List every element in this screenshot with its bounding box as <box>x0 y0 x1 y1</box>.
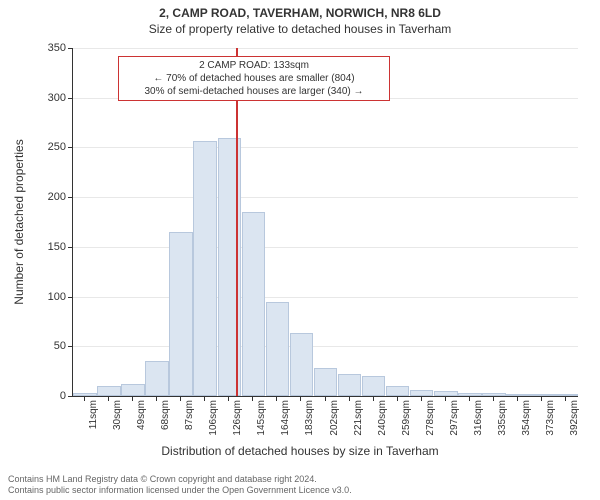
ytick-label: 250 <box>36 141 66 153</box>
ytick-label: 50 <box>36 340 66 352</box>
xtick-mark <box>156 396 157 401</box>
xtick-mark <box>132 396 133 401</box>
histogram-bar <box>434 391 458 396</box>
xtick-label: 392sqm <box>569 400 580 436</box>
ytick-mark <box>68 346 73 347</box>
histogram-bar <box>386 386 410 396</box>
ytick-label: 350 <box>36 42 66 54</box>
histogram-bar <box>145 361 169 396</box>
y-axis-label: Number of detached properties <box>12 139 26 304</box>
footer-line1: Contains HM Land Registry data © Crown c… <box>8 474 352 485</box>
ytick-mark <box>68 147 73 148</box>
xtick-label: 373sqm <box>545 400 556 436</box>
xtick-mark <box>204 396 205 401</box>
x-axis-label: Distribution of detached houses by size … <box>0 444 600 458</box>
histogram-bar <box>458 393 482 396</box>
histogram-bar <box>121 384 145 396</box>
xtick-mark <box>252 396 253 401</box>
xtick-label: 240sqm <box>377 400 388 436</box>
xtick-mark <box>397 396 398 401</box>
xtick-mark <box>565 396 566 401</box>
xtick-label: 11sqm <box>88 400 99 429</box>
xtick-label: 87sqm <box>184 400 195 430</box>
xtick-label: 335sqm <box>497 400 508 436</box>
gridline <box>73 48 578 49</box>
histogram-bar <box>554 394 578 396</box>
histogram-bar <box>314 368 338 396</box>
ytick-label: 0 <box>36 390 66 402</box>
ytick-label: 200 <box>36 191 66 203</box>
ytick-mark <box>68 197 73 198</box>
footer-attribution: Contains HM Land Registry data © Crown c… <box>8 474 352 497</box>
xtick-label: 106sqm <box>208 400 219 436</box>
xtick-label: 68sqm <box>160 400 171 430</box>
gridline <box>73 247 578 248</box>
histogram-bar <box>362 376 386 396</box>
gridline <box>73 197 578 198</box>
annotation-line1: 2 CAMP ROAD: 133sqm <box>125 59 383 72</box>
xtick-label: 164sqm <box>280 400 291 436</box>
xtick-mark <box>541 396 542 401</box>
ytick-mark <box>68 297 73 298</box>
xtick-mark <box>180 396 181 401</box>
gridline <box>73 297 578 298</box>
gridline <box>73 346 578 347</box>
chart-title-main: 2, CAMP ROAD, TAVERHAM, NORWICH, NR8 6LD <box>0 0 600 20</box>
ytick-mark <box>68 396 73 397</box>
histogram-bar <box>506 394 530 396</box>
xtick-mark <box>108 396 109 401</box>
ytick-label: 150 <box>36 241 66 253</box>
xtick-label: 259sqm <box>401 400 412 436</box>
histogram-bar <box>97 386 121 396</box>
xtick-label: 278sqm <box>425 400 436 436</box>
ytick-label: 300 <box>36 92 66 104</box>
annotation-line3: 30% of semi-detached houses are larger (… <box>125 85 383 98</box>
annotation-line2: ← 70% of detached houses are smaller (80… <box>125 72 383 85</box>
xtick-mark <box>228 396 229 401</box>
histogram-bar <box>169 232 193 396</box>
ytick-mark <box>68 48 73 49</box>
xtick-label: 183sqm <box>304 400 315 436</box>
xtick-mark <box>469 396 470 401</box>
ytick-label: 100 <box>36 291 66 303</box>
histogram-bar <box>410 390 434 396</box>
histogram-bar <box>242 212 266 396</box>
footer-line2: Contains public sector information licen… <box>8 485 352 496</box>
chart-title-sub: Size of property relative to detached ho… <box>0 20 600 40</box>
annotation-box: 2 CAMP ROAD: 133sqm ← 70% of detached ho… <box>118 56 390 101</box>
xtick-mark <box>493 396 494 401</box>
xtick-label: 49sqm <box>136 400 147 430</box>
histogram-bar <box>482 393 506 396</box>
xtick-mark <box>349 396 350 401</box>
ytick-mark <box>68 247 73 248</box>
xtick-label: 354sqm <box>521 400 532 436</box>
xtick-mark <box>445 396 446 401</box>
xtick-mark <box>421 396 422 401</box>
xtick-mark <box>276 396 277 401</box>
xtick-label: 297sqm <box>449 400 460 436</box>
histogram-bar <box>290 333 314 396</box>
histogram-bar <box>73 393 97 396</box>
xtick-label: 202sqm <box>329 400 340 436</box>
xtick-mark <box>517 396 518 401</box>
ytick-mark <box>68 98 73 99</box>
chart-container: 2, CAMP ROAD, TAVERHAM, NORWICH, NR8 6LD… <box>0 0 600 500</box>
xtick-mark <box>325 396 326 401</box>
histogram-bar <box>338 374 362 396</box>
xtick-label: 221sqm <box>353 400 364 436</box>
xtick-label: 30sqm <box>112 400 123 430</box>
gridline <box>73 147 578 148</box>
histogram-bar <box>530 394 554 396</box>
histogram-bar <box>193 141 217 396</box>
xtick-label: 316sqm <box>473 400 484 436</box>
xtick-label: 145sqm <box>256 400 267 436</box>
xtick-mark <box>300 396 301 401</box>
xtick-mark <box>84 396 85 401</box>
xtick-label: 126sqm <box>232 400 243 436</box>
xtick-mark <box>373 396 374 401</box>
histogram-bar <box>266 302 290 396</box>
